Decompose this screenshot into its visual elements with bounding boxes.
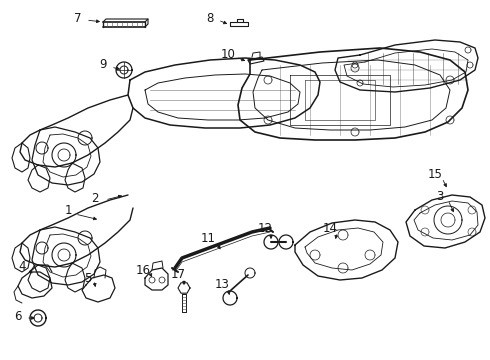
- Text: 1: 1: [64, 203, 72, 216]
- Text: 10: 10: [220, 49, 235, 62]
- Text: 7: 7: [74, 12, 82, 24]
- Text: 13: 13: [215, 279, 229, 292]
- Text: 8: 8: [206, 12, 214, 24]
- Text: 11: 11: [200, 231, 216, 244]
- Text: 16: 16: [136, 264, 150, 276]
- Text: 3: 3: [436, 190, 443, 203]
- Text: 17: 17: [171, 269, 186, 282]
- Text: 12: 12: [258, 221, 272, 234]
- Text: 15: 15: [428, 168, 442, 181]
- Text: 14: 14: [322, 221, 338, 234]
- Text: 9: 9: [99, 58, 107, 72]
- Text: 5: 5: [84, 271, 92, 284]
- Text: 2: 2: [91, 192, 99, 204]
- Text: 4: 4: [18, 261, 26, 274]
- Text: 6: 6: [14, 310, 22, 324]
